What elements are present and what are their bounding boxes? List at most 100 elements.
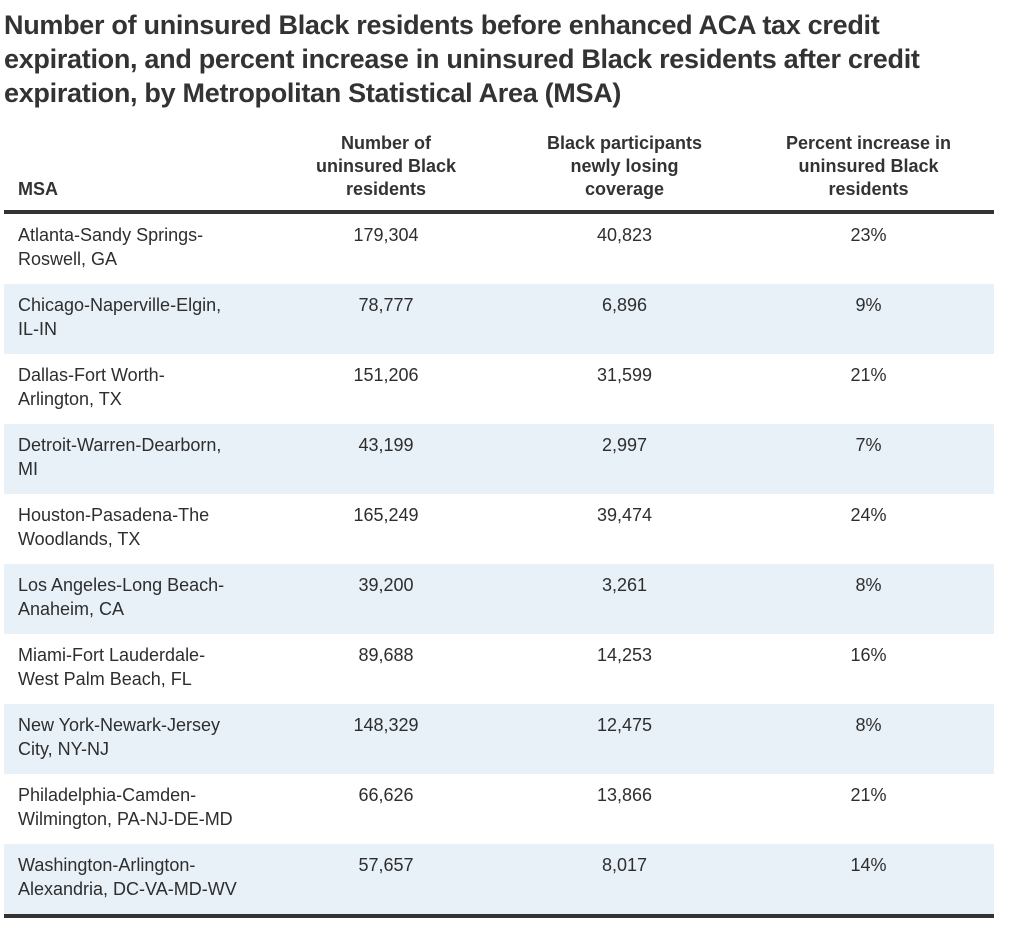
cell-newly-losing: 6,896 [506,284,743,354]
table-row: Houston-Pasadena-The Woodlands, TX 165,24… [4,494,994,564]
column-header-newly-losing-label: Black participants newly losing coverage [546,133,703,199]
cell-uninsured-text: 179,304 [353,225,419,245]
table-row: Washington-Arlington-Alexandria, DC-VA-M… [4,844,994,918]
cell-msa: Houston-Pasadena-The Woodlands, TX [4,494,266,564]
table-row: Philadelphia-Camden-Wilmington, PA-NJ-DE… [4,774,994,844]
cell-pct-increase: 8% [743,564,994,634]
cell-newly-losing-text: 8,017 [601,855,648,875]
cell-pct-increase-text: 23% [850,225,887,245]
cell-msa-text: Atlanta-Sandy Springs-Roswell, GA [18,225,204,269]
cell-uninsured: 89,688 [266,634,506,704]
cell-msa: Philadelphia-Camden-Wilmington, PA-NJ-DE… [4,774,266,844]
cell-newly-losing-text: 39,474 [596,505,653,525]
column-header-pct-increase-label: Percent increase in uninsured Black resi… [785,133,952,199]
cell-uninsured-text: 78,777 [358,295,414,315]
table-row: Miami-Fort Lauderdale-West Palm Beach, F… [4,634,994,704]
cell-msa: Detroit-Warren-Dearborn, MI [4,424,266,494]
cell-msa-text: Miami-Fort Lauderdale-West Palm Beach, F… [18,645,206,689]
cell-newly-losing: 3,261 [506,564,743,634]
cell-newly-losing-text: 14,253 [596,645,653,665]
cell-pct-increase: 21% [743,774,994,844]
cell-uninsured-text: 151,206 [353,365,419,385]
cell-newly-losing-text: 3,261 [601,575,648,595]
column-header-pct-increase: Percent increase in uninsured Black resi… [743,132,994,214]
cell-newly-losing-text: 31,599 [596,365,653,385]
cell-newly-losing-text: 40,823 [596,225,653,245]
cell-pct-increase: 23% [743,212,994,284]
cell-uninsured: 148,329 [266,704,506,774]
cell-uninsured-text: 43,199 [358,435,414,455]
cell-uninsured: 179,304 [266,212,506,284]
cell-uninsured: 39,200 [266,564,506,634]
cell-msa-text: New York-Newark-Jersey City, NY-NJ [18,715,221,759]
cell-newly-losing-text: 6,896 [601,295,648,315]
cell-msa-text: Detroit-Warren-Dearborn, MI [18,435,222,479]
cell-pct-increase: 9% [743,284,994,354]
cell-pct-increase-text: 7% [855,435,882,455]
cell-newly-losing: 13,866 [506,774,743,844]
cell-uninsured: 78,777 [266,284,506,354]
table-row: Chicago-Naperville-Elgin, IL-IN 78,777 6,8… [4,284,994,354]
cell-msa-text: Philadelphia-Camden-Wilmington, PA-NJ-DE… [18,785,233,829]
cell-newly-losing-text: 2,997 [601,435,648,455]
cell-msa-text: Washington-Arlington-Alexandria, DC-VA-M… [18,855,237,899]
cell-msa-text: Chicago-Naperville-Elgin, IL-IN [18,295,222,339]
cell-pct-increase: 8% [743,704,994,774]
cell-msa-text: Dallas-Fort Worth-Arlington, TX [18,365,165,409]
cell-msa: Los Angeles-Long Beach-Anaheim, CA [4,564,266,634]
cell-pct-increase-text: 14% [850,855,887,875]
cell-newly-losing: 40,823 [506,212,743,284]
cell-uninsured: 57,657 [266,844,506,918]
table-row: Dallas-Fort Worth-Arlington, TX 151,206 31… [4,354,994,424]
cell-newly-losing: 12,475 [506,704,743,774]
cell-msa: Dallas-Fort Worth-Arlington, TX [4,354,266,424]
cell-pct-increase-text: 8% [855,715,882,735]
cell-msa: Chicago-Naperville-Elgin, IL-IN [4,284,266,354]
cell-uninsured: 43,199 [266,424,506,494]
cell-pct-increase-text: 9% [855,295,882,315]
cell-pct-increase-text: 24% [850,505,887,525]
cell-newly-losing: 14,253 [506,634,743,704]
table-row: Los Angeles-Long Beach-Anaheim, CA 39,200… [4,564,994,634]
column-header-uninsured-label: Number of uninsured Black residents [315,133,457,199]
cell-uninsured-text: 165,249 [353,505,419,525]
cell-uninsured-text: 57,657 [358,855,414,875]
cell-msa: New York-Newark-Jersey City, NY-NJ [4,704,266,774]
header-row: MSA Number of uninsured Black residents … [4,132,994,214]
cell-pct-increase-text: 21% [850,365,887,385]
cell-msa-text: Los Angeles-Long Beach-Anaheim, CA [18,575,225,619]
cell-pct-increase-text: 8% [855,575,882,595]
cell-pct-increase: 16% [743,634,994,704]
cell-pct-increase-text: 16% [850,645,887,665]
cell-pct-increase: 21% [743,354,994,424]
column-header-uninsured: Number of uninsured Black residents [266,132,506,214]
cell-msa: Washington-Arlington-Alexandria, DC-VA-M… [4,844,266,918]
cell-pct-increase: 7% [743,424,994,494]
cell-uninsured-text: 39,200 [358,575,414,595]
table-row: New York-Newark-Jersey City, NY-NJ 148,32… [4,704,994,774]
cell-msa: Miami-Fort Lauderdale-West Palm Beach, F… [4,634,266,704]
cell-uninsured: 66,626 [266,774,506,844]
table-figure: Number of uninsured Black residents befo… [4,0,994,918]
cell-uninsured-text: 66,626 [358,785,414,805]
cell-msa: Atlanta-Sandy Springs-Roswell, GA [4,212,266,284]
cell-uninsured-text: 148,329 [353,715,419,735]
cell-newly-losing: 8,017 [506,844,743,918]
cell-newly-losing-text: 12,475 [596,715,653,735]
cell-newly-losing: 39,474 [506,494,743,564]
cell-pct-increase: 24% [743,494,994,564]
cell-uninsured: 151,206 [266,354,506,424]
cell-msa-text: Houston-Pasadena-The Woodlands, TX [18,505,210,549]
cell-newly-losing: 31,599 [506,354,743,424]
table-row: Detroit-Warren-Dearborn, MI 43,199 2,997 7% [4,424,994,494]
column-header-newly-losing: Black participants newly losing coverage [506,132,743,214]
table-row: Atlanta-Sandy Springs-Roswell, GA 179,304… [4,212,994,284]
cell-newly-losing-text: 13,866 [596,785,653,805]
cell-pct-increase: 14% [743,844,994,918]
cell-newly-losing: 2,997 [506,424,743,494]
figure-title: Number of uninsured Black residents befo… [4,10,920,108]
cell-pct-increase-text: 21% [850,785,887,805]
cell-uninsured: 165,249 [266,494,506,564]
cell-uninsured-text: 89,688 [358,645,414,665]
column-header-msa: MSA [4,132,266,214]
